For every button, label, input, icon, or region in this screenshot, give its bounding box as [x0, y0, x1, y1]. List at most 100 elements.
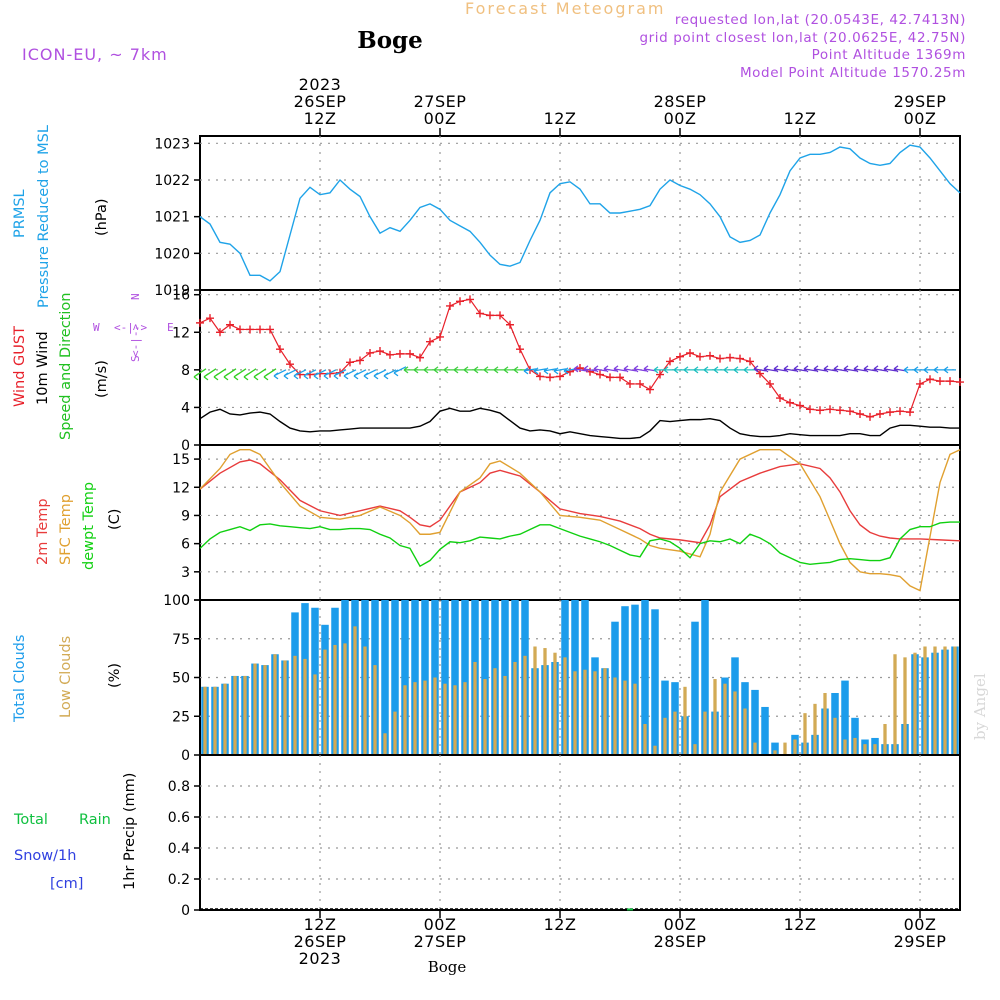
wind-direction-arrow [893, 365, 907, 373]
gust-marker [956, 378, 964, 387]
top-axis-label: 2023 [299, 75, 342, 94]
total-cloud-bar [381, 600, 389, 755]
gust-marker [796, 401, 804, 410]
low-cloud-bar [953, 646, 957, 755]
compass-east: E [167, 321, 174, 334]
wind-labels: Wind GUST 10m Wind Speed and Direction (… [12, 293, 110, 440]
precip-unit-label: 1hr Precip (mm) [122, 773, 138, 890]
chart-super-title: Forecast Meteogram [465, 0, 665, 18]
pressure-panel: 1019 1020 1021 1022 1023 [154, 135, 961, 299]
temp2m-line [199, 459, 961, 544]
y-tick-label: 15 [172, 452, 190, 468]
low-cloud-bar [473, 662, 477, 755]
gust-marker [446, 301, 454, 310]
total-cloud-bar [401, 600, 409, 755]
gust-marker [846, 407, 854, 416]
bottom-axis-label: 00Z [424, 915, 457, 934]
low-cloud-bar [243, 675, 247, 755]
total-cloud-bar [631, 604, 639, 755]
gust-marker [806, 405, 814, 414]
gust-marker [206, 314, 214, 323]
wind-direction-arrow [313, 369, 327, 380]
pressure-label-short: PRMSL [12, 189, 28, 238]
total-cloud-bar [421, 600, 429, 755]
low-cloud-bar [833, 717, 837, 755]
low-cloud-bar [583, 669, 587, 755]
wind-direction-arrow [843, 365, 857, 373]
wind-direction-arrow [263, 368, 277, 381]
low-cloud-bar [663, 717, 667, 755]
wind-direction-arrow [633, 365, 647, 373]
low-cloud-bar [273, 654, 277, 755]
temp-unit-label: (C) [107, 509, 123, 530]
gust-label: Wind GUST [12, 326, 28, 407]
direction-label: Speed and Direction [58, 293, 74, 440]
wind-direction-arrow [593, 365, 607, 373]
low-cloud-bar [743, 708, 747, 755]
low-cloud-bar [693, 744, 697, 755]
rain-bar [627, 908, 633, 911]
wind-direction-arrow [883, 365, 897, 373]
low-cloud-bar [913, 652, 917, 755]
gust-marker [816, 406, 824, 415]
low-cloud-bar [543, 648, 547, 755]
wind-direction-arrow [763, 365, 777, 373]
low-cloud-bar [293, 655, 297, 755]
wind-direction-arrow [863, 365, 877, 373]
gust-marker [386, 350, 394, 359]
point-altitude: Point Altitude 1369m [812, 47, 966, 63]
bottom-axis-label: 00Z [664, 915, 697, 934]
compass-west: W [93, 321, 100, 334]
gust-marker [706, 351, 714, 360]
total-cloud-bar [391, 600, 399, 755]
low-cloud-bar [313, 674, 317, 755]
wind-direction-arrow [623, 365, 637, 373]
y-tick-label: 3 [181, 565, 190, 581]
low-cloud-bar [343, 643, 347, 755]
gust-marker [736, 354, 744, 363]
gust-marker [376, 347, 384, 356]
gust-marker [226, 320, 234, 329]
total-cloud-bar [761, 706, 769, 755]
gust-marker [356, 356, 364, 365]
gust-marker [266, 325, 274, 334]
compass-rose: W <-|-> E <-|-> N S [93, 293, 174, 362]
gust-marker [836, 406, 844, 415]
temperature-labels: 2m Temp SFC Temp dewpt Temp (C) [35, 482, 123, 570]
gust-marker [396, 349, 404, 358]
low-cloud-bar [523, 655, 527, 755]
compass-north: N [129, 293, 142, 300]
bottom-axis-label: 00Z [904, 915, 937, 934]
y-tick-label: 0 [181, 438, 190, 454]
gust-marker [906, 408, 914, 417]
low-cloud-bar [443, 683, 447, 755]
wind-direction-arrow [603, 365, 617, 373]
bottom-axis-label: 2023 [299, 949, 342, 968]
panel-frame [199, 754, 961, 911]
low-cloud-bar [533, 646, 537, 755]
gust-marker [886, 408, 894, 417]
low-cloud-bar [843, 739, 847, 755]
y-tick-label: 9 [181, 508, 190, 524]
wind-direction-arrow [323, 369, 337, 380]
y-tick-label: 16 [172, 288, 190, 304]
low-cloud-bar [703, 711, 707, 755]
low-cloud-bar [623, 680, 627, 755]
y-tick-label: 12 [172, 325, 190, 341]
gust-marker [916, 379, 924, 388]
wind-direction-arrow [743, 366, 756, 374]
wind-direction-arrow [213, 368, 227, 381]
low-cloud-bar [383, 733, 387, 755]
total-cloud-bar [481, 600, 489, 755]
y-tick-label: 75 [172, 632, 190, 648]
precip-rain-label: Rain [79, 812, 111, 828]
gust-marker [516, 345, 524, 354]
gust-marker [926, 375, 934, 384]
location-title: Boge [357, 27, 423, 54]
gust-marker [636, 379, 644, 388]
gust-marker [416, 353, 424, 362]
dewpt-label: dewpt Temp [81, 482, 97, 570]
sfc-temp-label: SFC Temp [58, 494, 74, 565]
